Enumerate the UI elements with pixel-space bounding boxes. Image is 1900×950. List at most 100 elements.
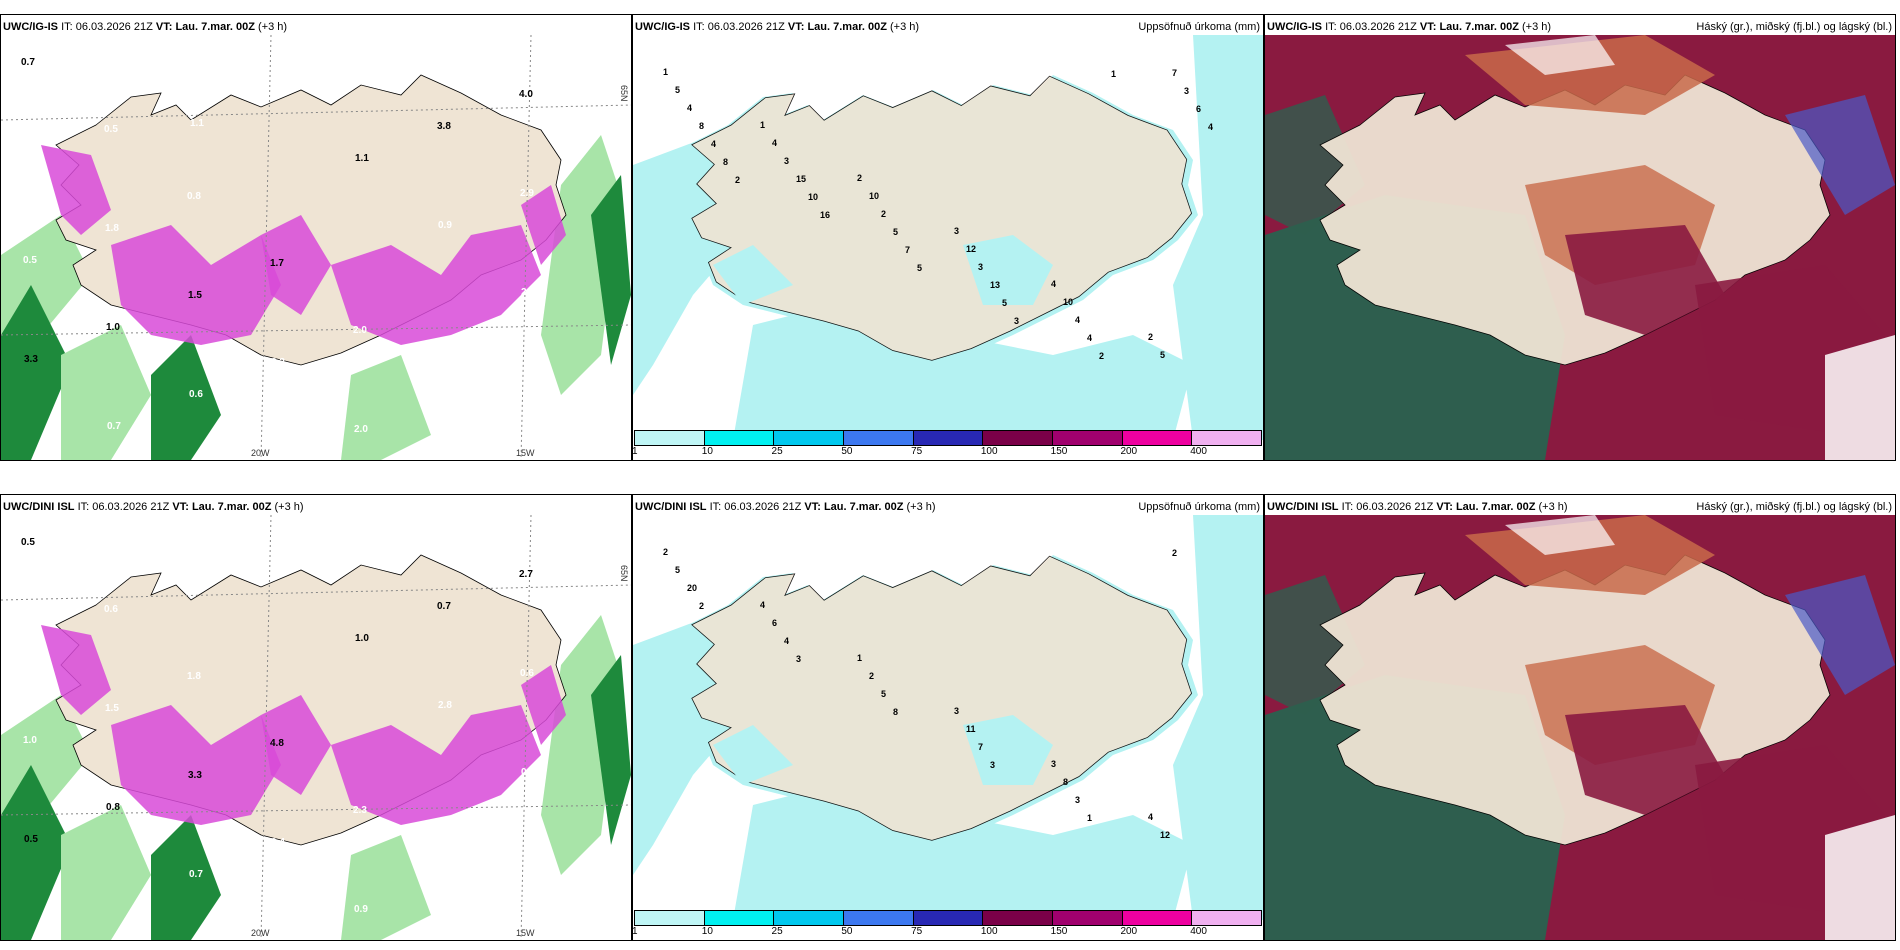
map-panel-1: UWC/IG-IS IT: 06.03.2026 21Z VT: Lau. 7.… bbox=[0, 14, 632, 461]
colorbar-swatch bbox=[1192, 911, 1262, 925]
wind-value: 0.5 bbox=[23, 255, 37, 266]
wind-value: 0.7 bbox=[21, 57, 35, 68]
precip-value: 4 bbox=[1075, 315, 1080, 325]
precip-value: 5 bbox=[881, 689, 886, 699]
cloud-map bbox=[1265, 35, 1895, 460]
precip-colorbar bbox=[634, 910, 1262, 926]
wind-value: 0.9 bbox=[438, 220, 452, 231]
colorbar-label: 100 bbox=[980, 926, 998, 937]
colorbar-swatch bbox=[844, 431, 914, 445]
wind-value: 3.8 bbox=[437, 121, 451, 132]
wind-value: 1.5 bbox=[188, 290, 202, 301]
wind-value: 1.8 bbox=[187, 671, 201, 682]
wind-value: 0.7 bbox=[189, 869, 203, 880]
precip-value: 2 bbox=[1172, 548, 1177, 558]
lon-label-15w: 15W bbox=[516, 928, 535, 938]
precip-value: 5 bbox=[917, 263, 922, 273]
lon-label-20w: 20W bbox=[251, 448, 270, 458]
wind-value: 0.7 bbox=[107, 421, 121, 432]
precip-value: 8 bbox=[1063, 777, 1068, 787]
precip-value: 2 bbox=[857, 173, 862, 183]
wind-value: 2.9 bbox=[520, 188, 534, 199]
colorbar-label: 1 bbox=[632, 926, 638, 937]
map-panel-4: UWC/DINI ISL IT: 06.03.2026 21Z VT: Lau.… bbox=[0, 494, 632, 941]
wind-value: 0.5 bbox=[24, 834, 38, 845]
precip-value: 15 bbox=[796, 174, 806, 184]
colorbar-label: 50 bbox=[841, 926, 853, 937]
precip-value: 3 bbox=[784, 156, 789, 166]
precip-value: 4 bbox=[1148, 812, 1153, 822]
precip-value: 4 bbox=[784, 636, 789, 646]
colorbar-swatch bbox=[704, 431, 775, 445]
panel-header: UWC/IG-IS IT: 06.03.2026 21Z VT: Lau. 7.… bbox=[635, 21, 920, 33]
precip-value: 5 bbox=[1002, 298, 1007, 308]
precip-value: 5 bbox=[675, 565, 680, 575]
precip-value: 10 bbox=[1063, 297, 1073, 307]
colorbar-label: 150 bbox=[1050, 926, 1068, 937]
wind-value: 2.0 bbox=[353, 325, 367, 336]
wind-value: 1.0 bbox=[355, 633, 369, 644]
precip-value: 12 bbox=[966, 244, 976, 254]
precip-value: 2 bbox=[869, 671, 874, 681]
precip-value: 8 bbox=[699, 121, 704, 131]
wind-value: 0.8 bbox=[272, 86, 286, 97]
panel-right-title: Uppsöfnuð úrkoma (mm) bbox=[1138, 501, 1260, 513]
colorbar-swatch bbox=[913, 431, 984, 445]
wind-value: 0.8 bbox=[106, 802, 120, 813]
wind-value: 0.9 bbox=[354, 904, 368, 915]
precip-value: 4 bbox=[1051, 279, 1056, 289]
colorbar-label: 400 bbox=[1190, 926, 1207, 937]
colorbar-label: 100 bbox=[980, 446, 998, 457]
colorbar-label: 150 bbox=[1050, 446, 1068, 457]
wind-precip-map: 0.7 0.5 0.8 1.7 2.0 3.2 4.0 2.3 1.8 1.5 2.2 2.0 3.8 2… bbox=[1, 35, 631, 460]
wind-value: 3.3 bbox=[188, 770, 202, 781]
wind-value: 0.4 bbox=[271, 837, 285, 848]
lon-label-20w: 20W bbox=[251, 928, 270, 938]
wind-value: 2.3 bbox=[22, 156, 36, 167]
precip-value: 11 bbox=[966, 724, 976, 734]
colorbar-label: 50 bbox=[841, 446, 853, 457]
colorbar-label: 75 bbox=[911, 926, 923, 937]
precip-colorbar-labels: 1 10 25 50 75 100 150 200 400 bbox=[632, 926, 1262, 938]
precip-value: 1 bbox=[1111, 69, 1116, 79]
colorbar-label: 10 bbox=[701, 926, 713, 937]
precip-value: 7 bbox=[905, 245, 910, 255]
panel-header: UWC/DINI ISL IT: 06.03.2026 21Z VT: Lau.… bbox=[635, 501, 936, 513]
colorbar-swatch bbox=[774, 431, 845, 445]
precip-value: 3 bbox=[990, 760, 995, 770]
precip-value: 5 bbox=[1160, 350, 1165, 360]
colorbar-swatch bbox=[844, 911, 914, 925]
wind-value: 2.5 bbox=[521, 287, 535, 298]
wind-value: 0.2 bbox=[521, 767, 535, 778]
precip-value: 3 bbox=[978, 262, 983, 272]
precip-value: 7 bbox=[1172, 68, 1177, 78]
colorbar-swatch bbox=[635, 431, 705, 445]
wind-value: 2.2 bbox=[271, 357, 285, 368]
wind-value: 0.7 bbox=[437, 601, 451, 612]
lat-label: 65N bbox=[619, 85, 629, 102]
lat-label: 65N bbox=[619, 565, 629, 582]
precip-value: 4 bbox=[772, 138, 777, 148]
panel-header: UWC/IG-IS IT: 06.03.2026 21Z VT: Lau. 7.… bbox=[3, 21, 288, 33]
wind-value: 2.0 bbox=[354, 424, 368, 435]
panel-right-title: Háský (gr.), miðský (fj.bl.) og lágský (… bbox=[1696, 501, 1892, 513]
colorbar-label: 25 bbox=[771, 926, 783, 937]
wind-value: 1.8 bbox=[105, 223, 119, 234]
precip-colorbar-labels: 1 10 25 50 75 100 150 200 400 bbox=[633, 446, 1262, 458]
colorbar-swatch bbox=[635, 911, 705, 925]
wind-value: 0.8 bbox=[187, 191, 201, 202]
wind-value: 2.7 bbox=[519, 569, 533, 580]
colorbar-label: 75 bbox=[911, 446, 923, 457]
precip-value: 3 bbox=[1051, 759, 1056, 769]
map-panel-3: UWC/IG-IS IT: 06.03.2026 21Z VT: Lau. 7.… bbox=[1264, 14, 1896, 461]
wind-labels: 0.5 0.6 1.8 4.8 2.3 3.2 2.7 2.1 1.5 3.3 0.4 0.9 0.7 0… bbox=[21, 537, 535, 915]
colorbar-swatch bbox=[983, 431, 1054, 445]
precip-value: 4 bbox=[687, 103, 692, 113]
precip-value: 8 bbox=[893, 707, 898, 717]
panel-header: UWC/DINI ISL IT: 06.03.2026 21Z VT: Lau.… bbox=[3, 501, 304, 513]
wind-value: 0.6 bbox=[189, 389, 203, 400]
colorbar-swatch bbox=[1122, 911, 1193, 925]
precip-value: 1 bbox=[663, 67, 668, 77]
precip-value: 2 bbox=[1148, 332, 1153, 342]
